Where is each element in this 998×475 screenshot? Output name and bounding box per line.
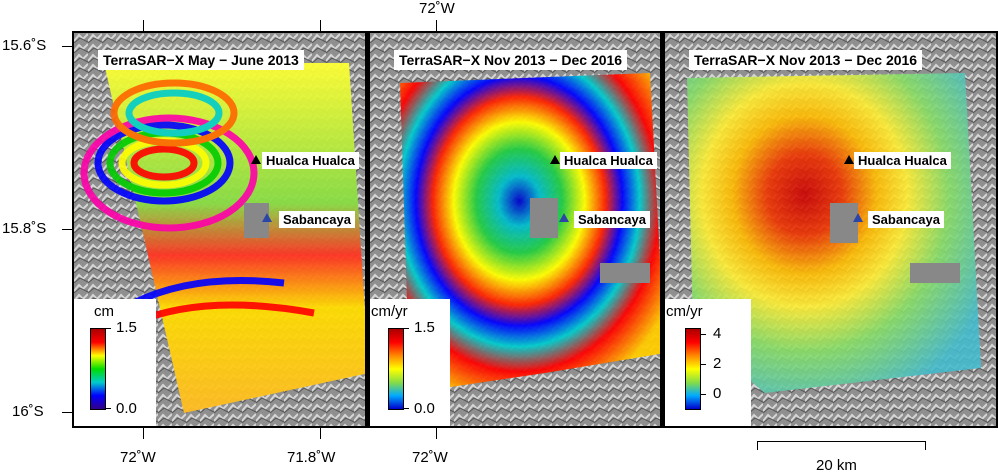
panel-3-title: TerraSAR−X Nov 2013 − Dec 2016 (689, 50, 923, 70)
volcano-label-sabancaya: Sabancaya (574, 211, 650, 228)
volcano-marker-icon (559, 213, 569, 222)
map-panel-2: TerraSAR−X Nov 2013 − Dec 2016 Hualca Hu… (367, 31, 662, 428)
volcano-marker-icon (853, 213, 863, 222)
interferogram-1 (74, 33, 365, 426)
volcano-label-sabancaya: Sabancaya (279, 211, 355, 228)
volcano-label-sabancaya: Sabancaya (868, 211, 944, 228)
colorbar-unit: cm/yr (371, 303, 408, 320)
colorbar-tick (701, 334, 706, 335)
colorbar-box-1: cm 1.5 0.0 (74, 299, 156, 426)
latitude-label-15-8: 15.8˚S (2, 220, 47, 237)
bottom-tick-2 (320, 428, 321, 439)
volcano-label-hualca-hualca: Hualca Hualca (854, 152, 951, 169)
colorbar-tick (701, 394, 706, 395)
lat-tick-3 (62, 412, 72, 413)
colorbar-tick-label: 2 (713, 355, 722, 372)
scale-bar-end-left (757, 441, 758, 450)
bottom-tick-3 (436, 428, 437, 439)
panel-1-title: TerraSAR−X May − June 2013 (98, 50, 304, 70)
lat-tick-2 (62, 229, 72, 230)
latitude-label-15-6: 15.6˚S (2, 37, 47, 54)
scale-bar-label: 20 km (816, 457, 857, 474)
longitude-label-72w-2: 72˚W (412, 449, 448, 466)
colorbar (90, 328, 106, 410)
colorbar-tick (106, 408, 111, 409)
latitude-label-16: 16˚S (12, 403, 44, 420)
colorbar-tick-label: 0 (713, 385, 722, 402)
colorbar-tick-label: 1.5 (414, 319, 435, 336)
colorbar-box-2: cm/yr 1.5 0.0 (370, 299, 450, 426)
volcano-label-hualca-hualca: Hualca Hualca (262, 152, 359, 169)
colorbar-tick (701, 364, 706, 365)
volcano-marker-icon (262, 213, 272, 222)
scale-bar-end-right (925, 441, 926, 450)
colorbar-tick-label: 0.0 (414, 400, 435, 417)
panel-2-title: TerraSAR−X Nov 2013 − Dec 2016 (394, 50, 628, 70)
map-panel-1: TerraSAR−X May − June 2013 Hualca Hualca… (72, 31, 367, 428)
volcano-marker-icon (550, 155, 560, 164)
colorbar-unit: cm (94, 303, 114, 320)
colorbar (388, 328, 404, 410)
bottom-tick-1 (143, 428, 144, 439)
colorbar-tick (404, 408, 409, 409)
lat-tick-1 (62, 46, 72, 47)
longitude-label-71-8w: 71.8˚W (287, 449, 336, 466)
colorbar-tick (404, 328, 409, 329)
top-longitude-label: 72˚W (419, 0, 455, 17)
colorbar-tick-label: 0.0 (116, 400, 137, 417)
scale-bar-line (757, 441, 926, 442)
colorbar-tick-label: 4 (713, 325, 722, 342)
colorbar-box-3: cm/yr 4 2 0 (665, 299, 751, 426)
colorbar-tick-label: 1.5 (116, 319, 137, 336)
volcano-label-hualca-hualca: Hualca Hualca (560, 152, 657, 169)
volcano-marker-icon (844, 155, 854, 164)
colorbar (685, 328, 701, 410)
map-panel-3: TerraSAR−X Nov 2013 − Dec 2016 Hualca Hu… (662, 31, 998, 428)
top-tick-1 (143, 20, 144, 31)
top-tick-2 (320, 20, 321, 31)
top-tick-3 (436, 20, 437, 31)
colorbar-unit: cm/yr (666, 303, 703, 320)
longitude-label-72w-1: 72˚W (120, 449, 156, 466)
volcano-marker-icon (251, 155, 261, 164)
colorbar-tick (106, 328, 111, 329)
